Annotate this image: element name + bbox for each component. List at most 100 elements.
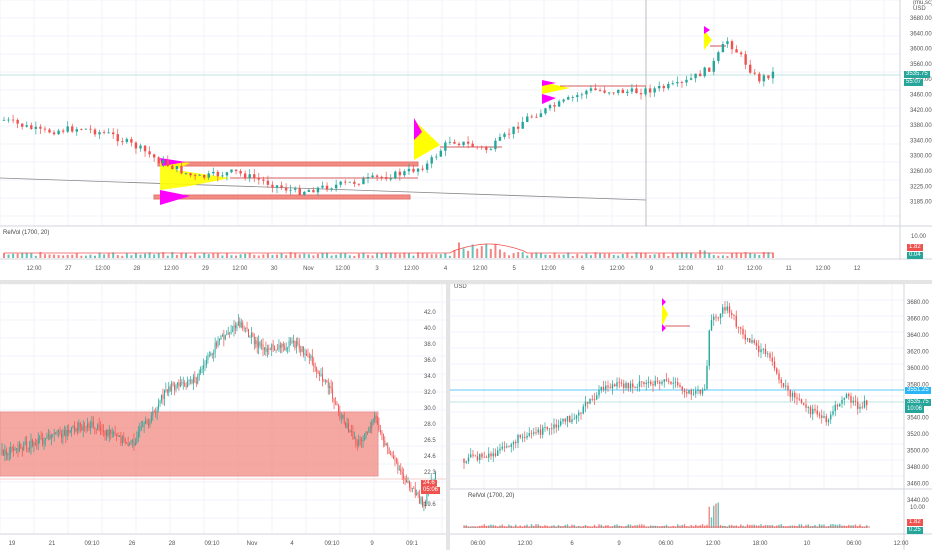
top-time-tick: 12:00 [610,266,626,272]
bl-candle-body [171,383,173,392]
bottom-left-chart-canvas[interactable]: 42.0 40.0 38.0 36.0 34.0 32.0 30.0 28.0 26.5 24.6… [0,284,446,550]
br-candle-body [539,429,542,435]
bl-candle-body [185,385,187,388]
bl-candle-body [311,355,313,364]
br-volume-bar [647,526,650,528]
top-volume-profile-magenta-3 [542,80,556,104]
bottom-right-chart-pane[interactable]: USD 3680.00 3660.00 3640.00 3620.00 3600.00 35… [450,284,932,550]
top-candle-body [489,149,493,150]
bl-candle-body [281,343,283,348]
br-volume-bar [751,524,753,528]
br-candle-body [742,328,744,335]
bl-candle-body [422,497,423,507]
bl-candle-body [162,394,164,399]
br-candle-body [670,381,672,384]
top-volume-bar [266,253,269,258]
top-volume-bar [34,255,37,258]
top-volume-bar [635,252,638,258]
top-candle-body [562,99,565,102]
br-countdown-tag: 10:06 [905,406,925,413]
bl-candle-body [203,365,204,369]
bl-candle-body [348,423,349,433]
bl-candle-body [184,382,186,386]
top-volume-bar [166,255,169,258]
top-candle-body [230,169,233,173]
bl-candle-body [110,429,112,434]
bl-candle-body [426,492,428,502]
br-volume-bar [515,524,517,528]
br-volume-bar [571,524,573,528]
top-candle-body [280,185,283,188]
bottom-right-chart-canvas[interactable]: USD 3680.00 3660.00 3640.00 3620.00 3600.00 35… [450,284,932,550]
br-candle-body [641,381,643,383]
bl-candle-body [404,478,406,481]
top-volume-bar [262,254,265,258]
br-candle-body [708,330,710,366]
bl-candle-body [117,434,119,437]
br-candle-body [794,392,796,398]
bl-candle-body [320,373,322,376]
top-chart-canvas[interactable]: (mu,sc)USD3680.003640.003600.003560.0035… [0,0,932,280]
br-volume-bar [490,524,492,528]
br-candle-body [555,424,557,428]
br-candle-body [611,384,614,389]
bl-candle-body [324,380,326,382]
horizontal-pane-divider[interactable] [0,280,932,284]
br-volume-bar [701,524,704,528]
top-candle-body [325,185,329,190]
top-chart-pane[interactable]: (mu,sc)USD3680.003640.003600.003560.0035… [0,0,932,280]
br-volume-bar [816,526,818,528]
br-candle-body [503,446,506,448]
br-candle-body [686,392,688,394]
bl-price-tick: 32.0 [424,390,436,396]
bl-candle-body [140,426,142,430]
top-candle-body [703,67,706,77]
bl-candle-body [13,447,15,451]
top-time-tick: 27 [65,266,72,272]
br-candle-body [510,444,512,447]
top-candle-body [430,157,433,164]
top-volume-profile-magenta-4 [704,26,710,34]
top-volume-bar [521,252,524,258]
top-volume-bar [212,253,215,258]
bl-candle-body [137,431,139,438]
bl-candle-body [108,429,110,436]
top-volume-bar [708,252,711,258]
top-candle-body [348,181,351,183]
bl-candle-body [76,428,78,431]
top-candle-body [749,64,752,73]
br-candle-body [751,340,753,343]
bl-candle-body [262,344,264,350]
bl-candle-body [198,373,200,377]
br-candle-body [803,402,805,405]
top-volume-bar [435,254,438,258]
top-candle-body [193,175,197,177]
top-indicator-label[interactable]: RelVol (1700, 20) [3,230,50,236]
top-candle-body [421,168,424,170]
vertical-pane-divider[interactable] [446,284,450,550]
br-volume-bar [769,525,771,528]
top-candle-body [612,92,615,94]
br-volume-bar [483,524,485,528]
top-last-price-tag: 3535.75 [904,71,930,78]
top-candle-body [653,88,656,93]
bl-candle-body [33,443,35,446]
bl-candle-body [433,478,435,480]
bl-candle-body [293,340,294,343]
bl-time-tick: Nov [247,541,258,547]
bl-price-tick: 22.3 [424,470,436,476]
top-candle-body [530,116,533,118]
top-time-tick: 12:00 [404,266,420,272]
top-volume-bar [653,254,656,258]
bl-candle-body [49,434,51,440]
br-candle-body [521,436,524,438]
bottom-left-chart-pane[interactable]: 42.0 40.0 38.0 36.0 34.0 32.0 30.0 28.0 26.5 24.6… [0,284,446,550]
bl-price-tick: 40.0 [424,326,436,332]
top-candle-body [521,121,524,129]
br-candle-body [854,400,857,402]
top-candle-body [234,169,238,172]
bl-candle-body [235,325,236,329]
br-indicator-label[interactable]: RelVol (1700, 20) [468,493,515,499]
bl-candle-body [407,480,409,483]
top-candle-body [43,128,47,130]
